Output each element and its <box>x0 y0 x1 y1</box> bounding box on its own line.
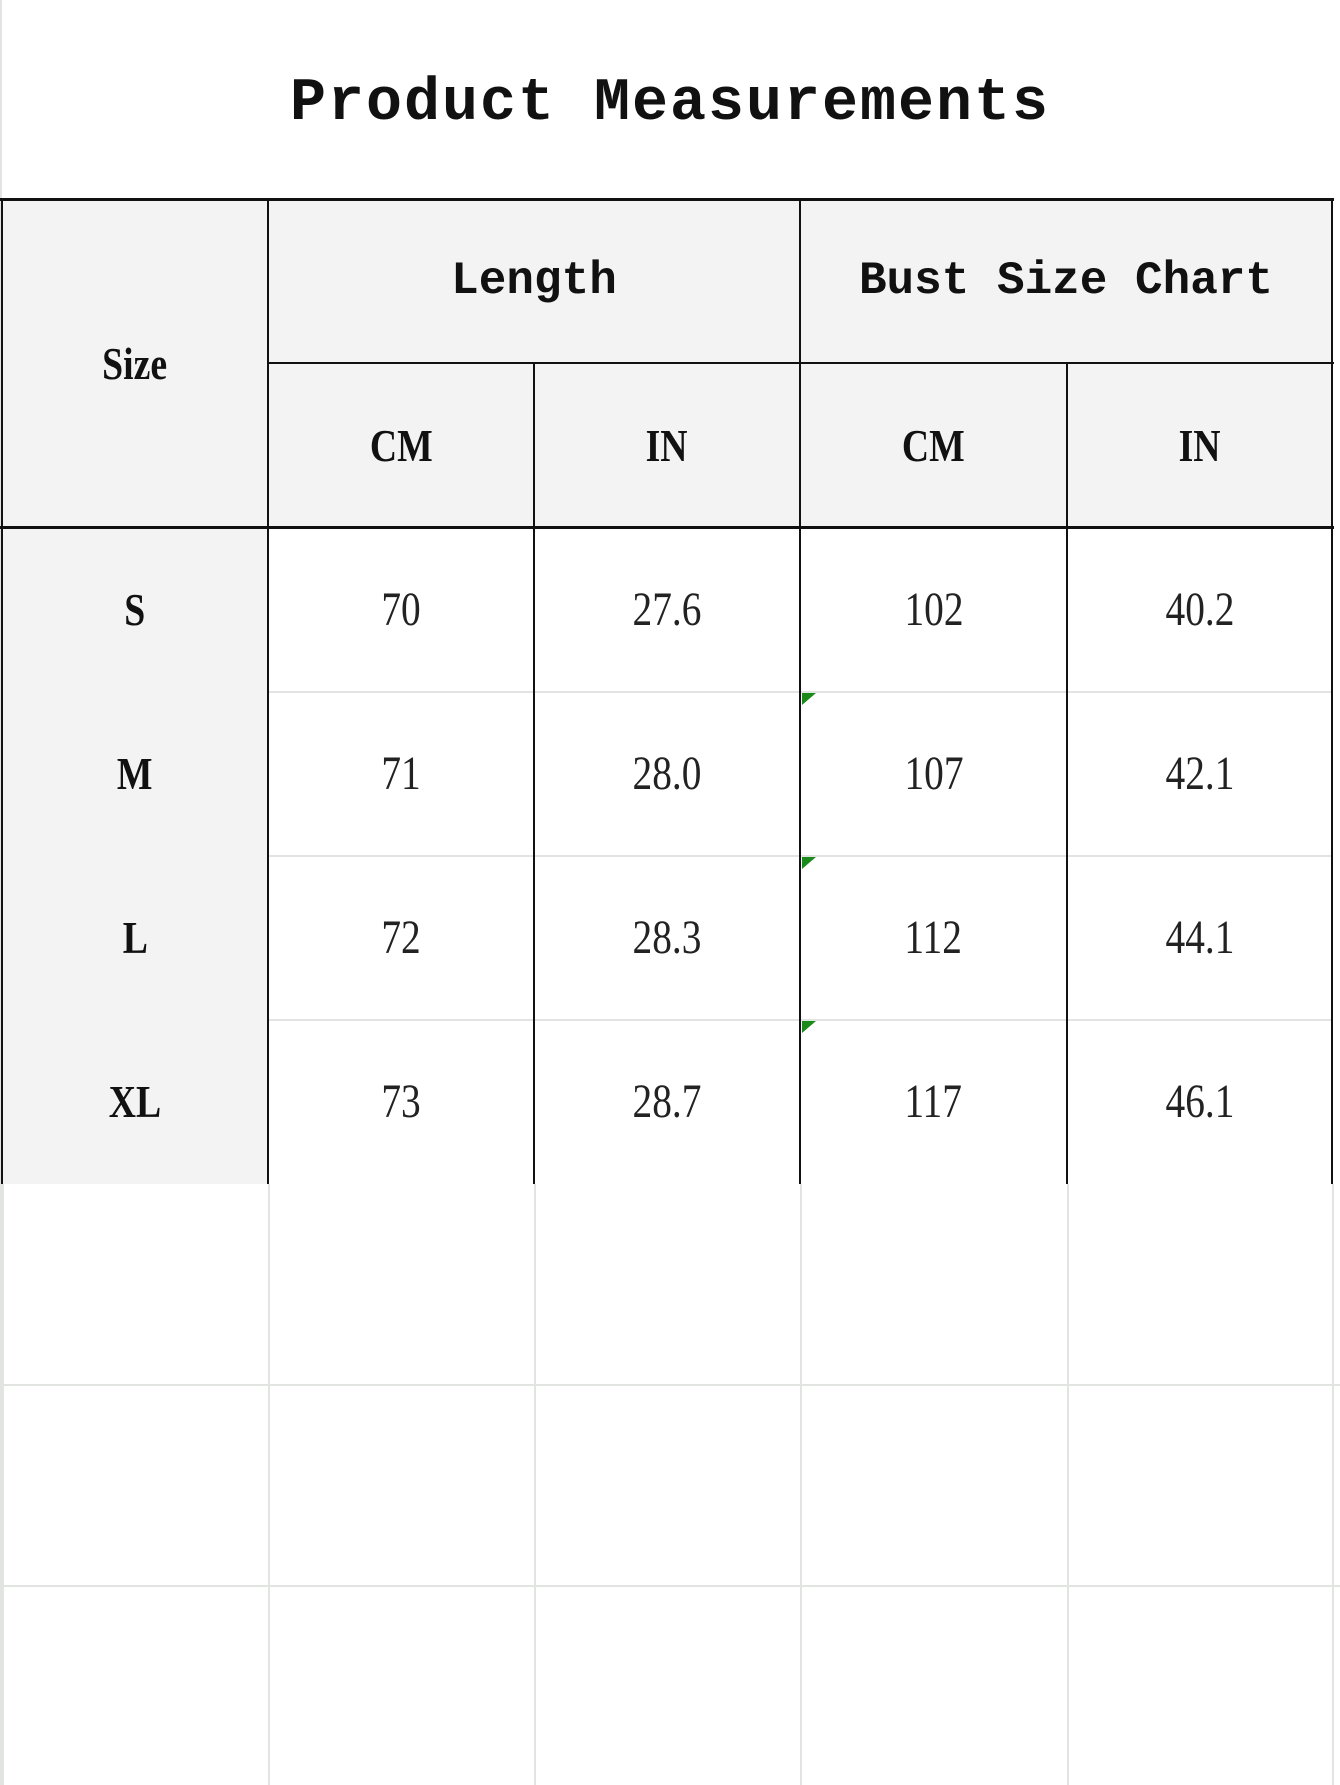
grid-line <box>534 1184 536 1785</box>
header-unit-text: CM <box>902 419 965 471</box>
grid-line <box>268 1184 270 1785</box>
value-cell-text: 73 <box>381 1075 421 1128</box>
border-line <box>267 199 269 1184</box>
value-cell[interactable]: 72 <box>268 855 534 1019</box>
value-cell-text: 72 <box>381 910 421 964</box>
grid-line <box>2 1184 4 1785</box>
grid-line <box>800 1184 802 1785</box>
value-cell[interactable]: 70 <box>268 527 534 691</box>
value-cell-text: 28.3 <box>632 910 702 964</box>
value-cell[interactable]: 112 <box>800 855 1067 1019</box>
header-unit: IN <box>1067 363 1332 527</box>
header-size-text: Size <box>102 337 168 389</box>
value-cell[interactable]: 40.2 <box>1067 527 1332 691</box>
header-unit: CM <box>268 363 534 527</box>
grid-line <box>0 1384 1340 1386</box>
value-cell[interactable]: 71 <box>268 691 534 855</box>
value-cell[interactable]: 42.1 <box>1067 691 1332 855</box>
size-cell: M <box>2 691 268 855</box>
header-length-text: Length <box>451 255 617 307</box>
value-cell-text: 28.0 <box>632 746 702 800</box>
comment-indicator-icon <box>802 857 816 869</box>
value-cell[interactable]: 102 <box>800 527 1067 691</box>
value-cell-text: 28.7 <box>632 1075 702 1128</box>
header-unit: IN <box>534 363 800 527</box>
grid-line <box>1332 1184 1334 1785</box>
header-size: Size <box>2 199 268 527</box>
value-cell-text: 112 <box>904 910 963 964</box>
value-cell-text: 42.1 <box>1165 746 1234 800</box>
value-cell-text: 46.1 <box>1165 1075 1234 1128</box>
value-cell[interactable]: 28.0 <box>534 691 800 855</box>
value-cell-text: 102 <box>903 582 964 636</box>
value-cell-text: 71 <box>381 746 421 800</box>
value-cell[interactable]: 46.1 <box>1067 1019 1332 1184</box>
value-cell-text: 40.2 <box>1165 582 1234 636</box>
comment-indicator-icon <box>802 1021 816 1033</box>
size-cell-text: S <box>124 583 146 635</box>
value-cell[interactable]: 117 <box>800 1019 1067 1184</box>
value-cell[interactable]: 27.6 <box>534 527 800 691</box>
border-line <box>0 198 1334 201</box>
value-cell-text: 44.1 <box>1165 910 1234 964</box>
size-cell-text: XL <box>108 1076 162 1127</box>
value-cell[interactable]: 44.1 <box>1067 855 1332 1019</box>
header-bust: Bust Size Chart <box>800 199 1332 363</box>
header-length: Length <box>268 199 800 363</box>
size-cell-text: L <box>122 911 148 963</box>
grid-line <box>1067 1184 1069 1785</box>
value-cell-text: 107 <box>903 746 964 800</box>
size-cell-text: M <box>117 747 153 799</box>
border-line <box>799 199 801 1184</box>
grid-line <box>0 1585 1340 1587</box>
value-cell[interactable]: 107 <box>800 691 1067 855</box>
value-cell-text: 117 <box>904 1075 963 1128</box>
page-title: Product Measurements <box>289 70 1051 138</box>
comment-indicator-icon <box>802 693 816 705</box>
header-unit-text: IN <box>1178 419 1221 471</box>
border-line <box>268 362 1334 364</box>
size-cell: XL <box>2 1019 268 1184</box>
value-cell-text: 70 <box>381 582 421 636</box>
value-cell-text: 27.6 <box>632 582 702 636</box>
header-unit: CM <box>800 363 1067 527</box>
value-cell[interactable]: 28.7 <box>534 1019 800 1184</box>
border-line <box>533 363 535 1184</box>
size-cell: S <box>2 527 268 691</box>
border-line <box>1 199 3 1184</box>
value-cell[interactable]: 73 <box>268 1019 534 1184</box>
size-cell: L <box>2 855 268 1019</box>
border-line <box>1066 363 1068 1184</box>
header-unit-text: IN <box>646 419 688 471</box>
border-line <box>0 526 1334 529</box>
value-cell[interactable]: 28.3 <box>534 855 800 1019</box>
header-unit-text: CM <box>369 419 433 471</box>
header-bust-text: Bust Size Chart <box>858 255 1274 307</box>
border-line <box>1331 199 1333 1184</box>
